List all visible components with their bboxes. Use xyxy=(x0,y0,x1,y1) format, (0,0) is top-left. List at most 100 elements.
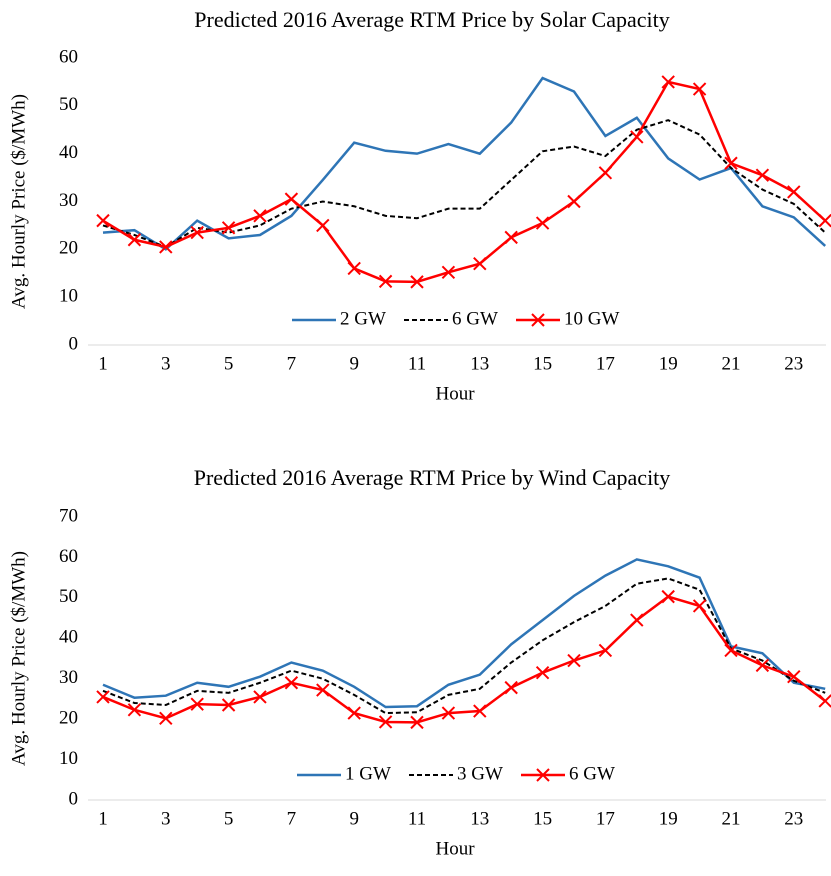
marker xyxy=(692,599,707,613)
series-line xyxy=(102,558,826,709)
x-tick-label: 11 xyxy=(408,353,426,374)
marker xyxy=(661,75,675,89)
marker xyxy=(284,676,299,690)
x-tick-label: 3 xyxy=(161,353,171,374)
x-tick-label: 21 xyxy=(722,808,741,829)
x-tick-label: 5 xyxy=(224,808,234,829)
x-tick-label: 5 xyxy=(224,353,234,374)
legend-label: 10 GW xyxy=(564,308,619,329)
y-tick-label: 70 xyxy=(59,505,78,526)
x-tick-label: 15 xyxy=(533,353,552,374)
y-tick-label: 10 xyxy=(59,286,78,307)
marker xyxy=(473,704,487,718)
marker xyxy=(316,218,330,233)
marker xyxy=(504,680,518,695)
y-tick-label: 30 xyxy=(59,667,78,688)
chart-title: Predicted 2016 Average RTM Price by Wind… xyxy=(194,465,671,490)
marker xyxy=(818,213,831,228)
series-line xyxy=(102,76,827,251)
x-tick-label: 23 xyxy=(784,808,803,829)
marker xyxy=(316,683,330,697)
series-line xyxy=(102,80,827,284)
marker xyxy=(630,613,644,627)
x-tick-label: 21 xyxy=(722,353,741,374)
marker xyxy=(410,715,424,730)
marker xyxy=(818,694,831,708)
marker xyxy=(347,261,361,276)
marker xyxy=(347,706,361,720)
y-tick-label: 0 xyxy=(69,788,79,809)
marker xyxy=(441,265,456,280)
chart: Predicted 2016 Average RTM Price by Wind… xyxy=(8,465,831,859)
x-tick-label: 17 xyxy=(596,353,615,374)
y-tick-label: 20 xyxy=(59,708,78,729)
marker xyxy=(378,715,393,729)
x-tick-label: 11 xyxy=(408,808,426,829)
marker xyxy=(159,711,173,726)
marker xyxy=(535,216,550,230)
x-axis-label: Hour xyxy=(435,838,475,859)
marker xyxy=(221,698,236,712)
legend-marker xyxy=(536,768,550,782)
marker xyxy=(755,658,770,673)
legend-marker xyxy=(531,313,545,327)
y-tick-label: 20 xyxy=(59,238,78,259)
legend-label: 1 GW xyxy=(345,763,391,784)
series-line xyxy=(102,577,826,715)
marker xyxy=(661,589,675,604)
marker xyxy=(190,225,204,240)
legend-label: 6 GW xyxy=(569,763,615,784)
x-tick-label: 1 xyxy=(98,353,108,374)
y-axis-label: Avg. Hourly Price ($/MWh) xyxy=(8,551,29,766)
x-tick-label: 13 xyxy=(470,808,489,829)
marker xyxy=(504,230,518,245)
x-tick-label: 17 xyxy=(596,808,615,829)
marker xyxy=(724,156,738,170)
marker xyxy=(284,192,299,206)
y-tick-label: 60 xyxy=(59,546,78,567)
marker xyxy=(127,233,142,247)
marker xyxy=(96,690,110,704)
y-tick-label: 10 xyxy=(59,748,78,769)
marker xyxy=(96,213,110,228)
x-tick-label: 7 xyxy=(287,808,297,829)
marker xyxy=(692,82,707,96)
marker xyxy=(378,274,393,289)
marker xyxy=(567,194,581,209)
marker xyxy=(159,240,173,254)
x-tick-label: 19 xyxy=(659,353,678,374)
marker xyxy=(190,697,204,711)
x-tick-label: 7 xyxy=(287,353,297,374)
x-tick-label: 3 xyxy=(161,808,171,829)
marker xyxy=(441,706,456,720)
y-tick-label: 50 xyxy=(59,94,78,115)
marker xyxy=(253,209,267,223)
marker xyxy=(787,185,801,199)
marker xyxy=(473,256,487,271)
x-tick-label: 15 xyxy=(533,808,552,829)
x-tick-label: 1 xyxy=(98,808,108,829)
marker xyxy=(127,703,142,717)
x-axis-label: Hour xyxy=(435,383,475,404)
series-line xyxy=(102,595,826,724)
marker xyxy=(630,130,644,144)
chart-title: Predicted 2016 Average RTM Price by Sola… xyxy=(194,7,669,32)
y-tick-label: 40 xyxy=(59,627,78,648)
y-tick-label: 0 xyxy=(69,333,79,354)
x-tick-label: 13 xyxy=(470,353,489,374)
marker xyxy=(567,653,581,668)
marker xyxy=(253,690,267,704)
legend-label: 2 GW xyxy=(340,308,386,329)
marker xyxy=(535,665,550,680)
marker xyxy=(787,669,801,684)
x-tick-label: 19 xyxy=(659,808,678,829)
y-axis-label: Avg. Hourly Price ($/MWh) xyxy=(8,94,29,309)
marker xyxy=(410,275,424,289)
marker xyxy=(755,168,770,182)
y-tick-label: 50 xyxy=(59,586,78,607)
marker xyxy=(598,643,613,658)
y-tick-label: 30 xyxy=(59,190,78,211)
legend-label: 6 GW xyxy=(452,308,498,329)
y-tick-label: 60 xyxy=(59,46,78,67)
